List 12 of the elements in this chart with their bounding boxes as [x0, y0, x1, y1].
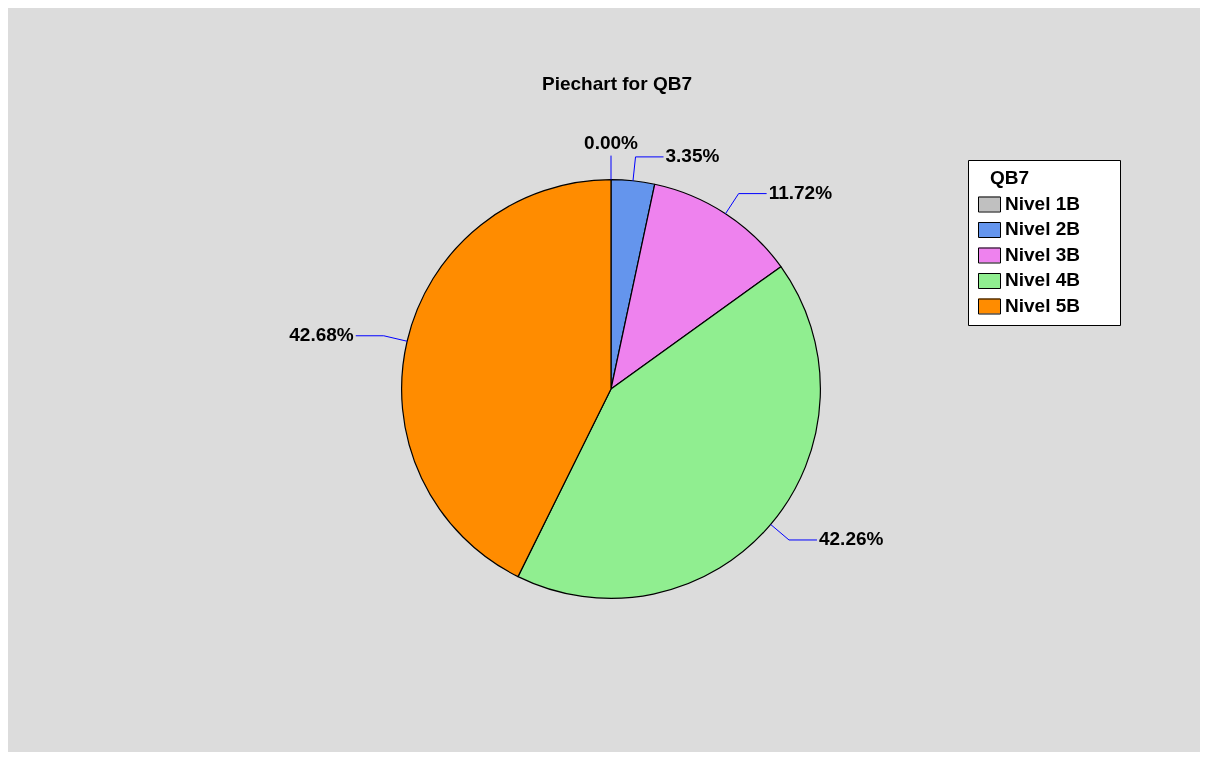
text: 0.00%: [584, 132, 638, 154]
legend-label: Nivel 5B: [1005, 294, 1080, 316]
data-label: 42.26%: [818, 528, 884, 550]
chart-title: Piechart for QB7: [542, 73, 692, 95]
legend-label: Nivel 3B: [1005, 243, 1080, 265]
legend-label: Nivel 1B: [1005, 192, 1080, 214]
legend-label: Nivel 2B: [1005, 218, 1080, 240]
data-label: 42.68%: [289, 324, 354, 345]
legend-title: QB7: [990, 167, 1030, 189]
data-label: 3.35%: [665, 145, 720, 167]
legend-label: Nivel 4B: [1005, 269, 1080, 291]
data-label: 11.72%: [768, 181, 833, 203]
